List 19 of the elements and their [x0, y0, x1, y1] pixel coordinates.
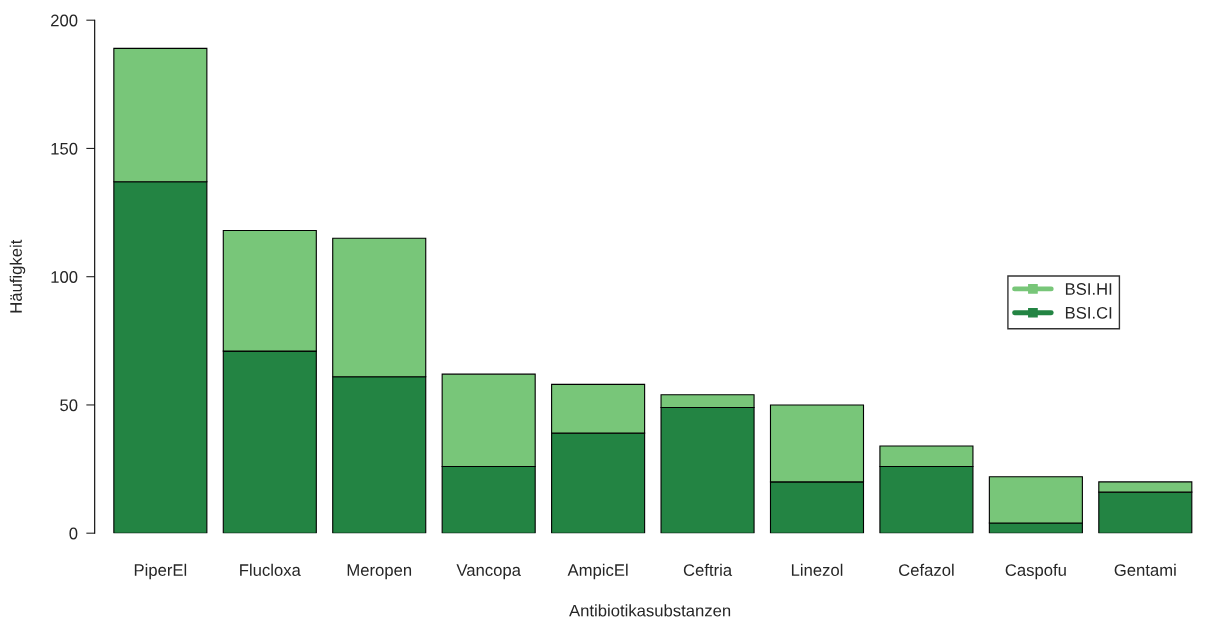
- x-tick-label: Flucloxa: [240, 563, 301, 576]
- x-tick-label: PiperEl: [134, 563, 187, 580]
- y-tick-label: 150: [51, 142, 78, 155]
- x-tick-label: AmpicEl: [567, 563, 628, 580]
- x-tick-label: Ceftria: [683, 563, 733, 576]
- x-axis-title: Antibiotikasubstanzen: [569, 604, 731, 617]
- x-tick-label: Gentami: [1114, 563, 1176, 576]
- y-tick-label: 0: [69, 527, 78, 540]
- x-tick-label: Vancopa: [456, 564, 521, 580]
- x-tick-label: Cefazol: [899, 563, 954, 576]
- y-tick-label: 100: [51, 271, 78, 283]
- y-axis-title: Häufigkeit: [9, 239, 26, 313]
- x-tick-label: Meropen: [347, 564, 412, 580]
- legend-label: BSI.HI: [1065, 283, 1112, 295]
- y-tick-label: 200: [51, 14, 78, 27]
- x-tick-label: Linezol: [791, 563, 843, 576]
- x-tick-label: Caspofu: [1005, 563, 1066, 580]
- y-tick-label: 50: [60, 399, 78, 412]
- legend-label: BSI.CI: [1065, 306, 1112, 319]
